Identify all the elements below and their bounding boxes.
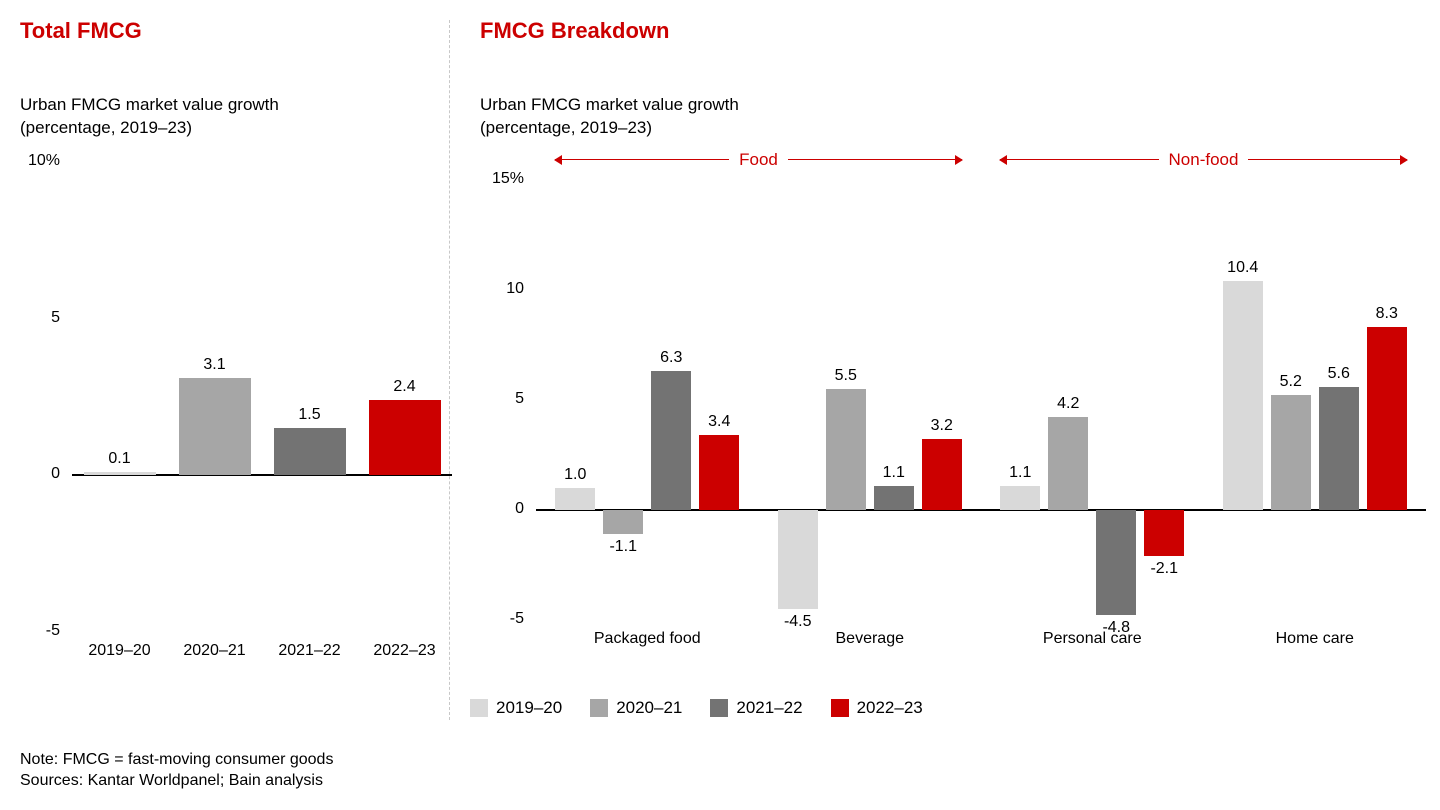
y-tick-label: 5 bbox=[480, 390, 524, 408]
right-chart: 15% 10 5 0 -5 1.0 -1.1 6.3 3.4 Packaged food -4.5 5… bbox=[480, 144, 1420, 664]
bar bbox=[1223, 281, 1263, 510]
legend-item: 2020–21 bbox=[590, 698, 682, 718]
legend-label: 2022–23 bbox=[857, 698, 923, 718]
bar-value-label: 1.5 bbox=[270, 406, 350, 424]
y-tick-label: 10 bbox=[480, 280, 524, 298]
group-header: Non-food bbox=[1000, 150, 1407, 170]
bar-value-label: 1.0 bbox=[535, 466, 615, 484]
right-subtitle-line1: Urban FMCG market value growth bbox=[480, 95, 739, 114]
legend-label: 2020–21 bbox=[616, 698, 682, 718]
x-category-label: Beverage bbox=[836, 630, 905, 648]
page: Total FMCG Urban FMCG market value growt… bbox=[0, 0, 1440, 810]
legend: 2019–20 2020–21 2021–22 2022–23 bbox=[470, 698, 923, 718]
left-subtitle-line1: Urban FMCG market value growth bbox=[20, 95, 279, 114]
group-header-label: Non-food bbox=[1159, 150, 1249, 170]
group-header: Food bbox=[555, 150, 962, 170]
bar bbox=[1367, 327, 1407, 510]
arrow-left-icon bbox=[555, 159, 729, 160]
bar bbox=[699, 435, 739, 510]
left-chart: 10%50-50.12019–203.12020–211.52021–222.4… bbox=[20, 162, 450, 662]
bar-value-label: 10.4 bbox=[1203, 259, 1283, 277]
bar bbox=[826, 389, 866, 510]
bar-value-label: 3.4 bbox=[679, 413, 759, 431]
right-subtitle: Urban FMCG market value growth (percenta… bbox=[480, 94, 1420, 140]
footer-sources: Sources: Kantar Worldpanel; Bain analysi… bbox=[20, 770, 333, 792]
bar-value-label: 6.3 bbox=[631, 349, 711, 367]
columns: Total FMCG Urban FMCG market value growt… bbox=[20, 18, 1420, 664]
y-tick-label: 10% bbox=[20, 152, 60, 170]
left-subtitle-line2: (percentage, 2019–23) bbox=[20, 118, 192, 137]
bar-value-label: 0.1 bbox=[80, 450, 160, 468]
legend-swatch bbox=[831, 699, 849, 717]
bar-value-label: 3.1 bbox=[175, 356, 255, 374]
bar-value-label: 8.3 bbox=[1347, 305, 1427, 323]
bar bbox=[1319, 387, 1359, 510]
bar bbox=[1144, 510, 1184, 556]
legend-item: 2022–23 bbox=[831, 698, 923, 718]
right-subtitle-line2: (percentage, 2019–23) bbox=[480, 118, 652, 137]
bar-value-label: 4.2 bbox=[1028, 395, 1108, 413]
bar bbox=[84, 472, 156, 475]
left-panel-title: Total FMCG bbox=[20, 18, 450, 44]
bar bbox=[1271, 395, 1311, 509]
right-panel: FMCG Breakdown Urban FMCG market value g… bbox=[460, 18, 1420, 664]
bar bbox=[603, 510, 643, 534]
legend-swatch bbox=[470, 699, 488, 717]
bar-value-label: -2.1 bbox=[1124, 560, 1204, 578]
bar bbox=[1048, 417, 1088, 509]
arrow-right-icon bbox=[788, 159, 962, 160]
legend-label: 2019–20 bbox=[496, 698, 562, 718]
bar bbox=[179, 378, 251, 475]
y-tick-label: 5 bbox=[20, 309, 60, 327]
arrow-left-icon bbox=[1000, 159, 1158, 160]
y-tick-label: -5 bbox=[20, 622, 60, 640]
footer: Note: FMCG = fast-moving consumer goods … bbox=[20, 749, 333, 792]
bar bbox=[274, 428, 346, 475]
bar bbox=[1000, 486, 1040, 510]
bar bbox=[778, 510, 818, 609]
group-header-label: Food bbox=[729, 150, 788, 170]
bar bbox=[874, 486, 914, 510]
bar bbox=[369, 400, 441, 475]
x-category-label: Packaged food bbox=[594, 630, 701, 648]
y-tick-label: 15% bbox=[480, 170, 524, 188]
x-category-label: 2021–22 bbox=[278, 642, 340, 660]
legend-item: 2021–22 bbox=[710, 698, 802, 718]
left-subtitle: Urban FMCG market value growth (percenta… bbox=[20, 94, 450, 140]
bar-value-label: -1.1 bbox=[583, 538, 663, 556]
x-category-label: 2020–21 bbox=[183, 642, 245, 660]
left-panel: Total FMCG Urban FMCG market value growt… bbox=[20, 18, 460, 664]
bar bbox=[555, 488, 595, 510]
legend-swatch bbox=[710, 699, 728, 717]
bar bbox=[922, 439, 962, 509]
legend-item: 2019–20 bbox=[470, 698, 562, 718]
right-panel-title: FMCG Breakdown bbox=[480, 18, 1420, 44]
bar-value-label: 3.2 bbox=[902, 417, 982, 435]
footer-note: Note: FMCG = fast-moving consumer goods bbox=[20, 749, 333, 771]
bar-value-label: 5.5 bbox=[806, 367, 886, 385]
y-tick-label: 0 bbox=[20, 465, 60, 483]
bar-value-label: 2.4 bbox=[365, 378, 445, 396]
bar bbox=[651, 371, 691, 510]
bar-value-label: -4.5 bbox=[758, 613, 838, 631]
x-category-label: Home care bbox=[1276, 630, 1354, 648]
x-category-label: 2019–20 bbox=[88, 642, 150, 660]
x-category-label: Personal care bbox=[1043, 630, 1142, 648]
legend-label: 2021–22 bbox=[736, 698, 802, 718]
y-tick-label: 0 bbox=[480, 500, 524, 518]
arrow-right-icon bbox=[1248, 159, 1406, 160]
x-category-label: 2022–23 bbox=[373, 642, 435, 660]
legend-swatch bbox=[590, 699, 608, 717]
y-tick-label: -5 bbox=[480, 610, 524, 628]
